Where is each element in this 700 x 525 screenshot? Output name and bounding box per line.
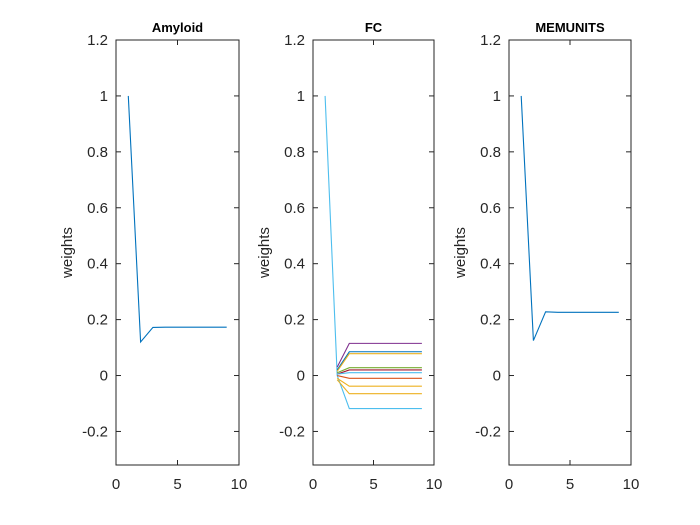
series-line-1 [127, 95, 227, 344]
y-tick-label: 0.4 [480, 256, 501, 273]
series-line-2 [336, 342, 422, 368]
chart-title: MEMUNITS [535, 20, 605, 35]
chart-panel-2: -0.2 0 0.2 0.4 0.6 0.8 1 1.2 0 5 10 FC weights [256, 20, 442, 493]
y-axis-label: weights [256, 227, 273, 279]
y-tick-label: 0 [493, 368, 501, 385]
series-line-8 [337, 374, 422, 379]
y-tick-label: 0.6 [480, 200, 501, 217]
x-tick-label: 5 [369, 476, 377, 493]
y-tick-label: 0.6 [87, 200, 108, 217]
y-tick-label: 0.4 [87, 256, 108, 273]
y-tick-label: 0.2 [87, 312, 108, 329]
x-tick-label: 0 [112, 476, 120, 493]
y-tick-label: 1.2 [87, 32, 108, 49]
chart-panel-1: -0.2 0 0.2 0.4 0.6 0.8 1 1.2 0 5 10 Amyloid weights [59, 20, 247, 493]
series-line-5 [336, 367, 422, 374]
y-tick-label: 1 [100, 88, 108, 105]
x-tick-label: 10 [231, 476, 248, 493]
y-tick-label: 0.8 [480, 144, 501, 161]
x-tick-label: 10 [426, 476, 443, 493]
x-tick-label: 0 [309, 476, 317, 493]
series-line-6 [337, 369, 422, 375]
x-tick-label: 5 [566, 476, 574, 493]
y-tick-label: 0.8 [87, 144, 108, 161]
series-line-1 [520, 95, 619, 341]
series-line-4 [336, 353, 422, 372]
axes-box [508, 39, 632, 466]
x-tick-label: 5 [173, 476, 181, 493]
series-line-3 [336, 351, 422, 371]
y-tick-label: 0.2 [480, 312, 501, 329]
y-tick-label: 1 [493, 88, 501, 105]
x-tick-label: 0 [505, 476, 513, 493]
y-tick-label: 0.4 [284, 256, 305, 273]
y-axis-label: weights [452, 227, 469, 279]
y-tick-label: 0.2 [284, 312, 305, 329]
y-tick-label: 0 [297, 368, 305, 385]
series-line-7 [337, 372, 422, 375]
x-tick-label: 10 [623, 476, 640, 493]
series-line-9 [336, 377, 422, 387]
y-tick-label: -0.2 [475, 423, 501, 440]
y-tick-label: 0 [100, 368, 108, 385]
y-tick-label: 0.8 [284, 144, 305, 161]
y-tick-label: -0.2 [279, 423, 305, 440]
chart-title: FC [365, 20, 383, 35]
chart-title: Amyloid [152, 20, 203, 35]
chart-panel-3: -0.2 0 0.2 0.4 0.6 0.8 1 1.2 0 5 10 MEMUNITS weights [452, 20, 639, 493]
series-line-10 [336, 379, 422, 395]
y-tick-label: 1.2 [284, 32, 305, 49]
y-axis-label: weights [59, 227, 76, 279]
axes-box [115, 39, 240, 466]
series-line-1 [324, 95, 422, 410]
y-tick-label: 0.6 [284, 200, 305, 217]
axes-box [312, 39, 435, 466]
y-tick-label: -0.2 [82, 423, 108, 440]
y-tick-label: 1.2 [480, 32, 501, 49]
y-tick-label: 1 [297, 88, 305, 105]
